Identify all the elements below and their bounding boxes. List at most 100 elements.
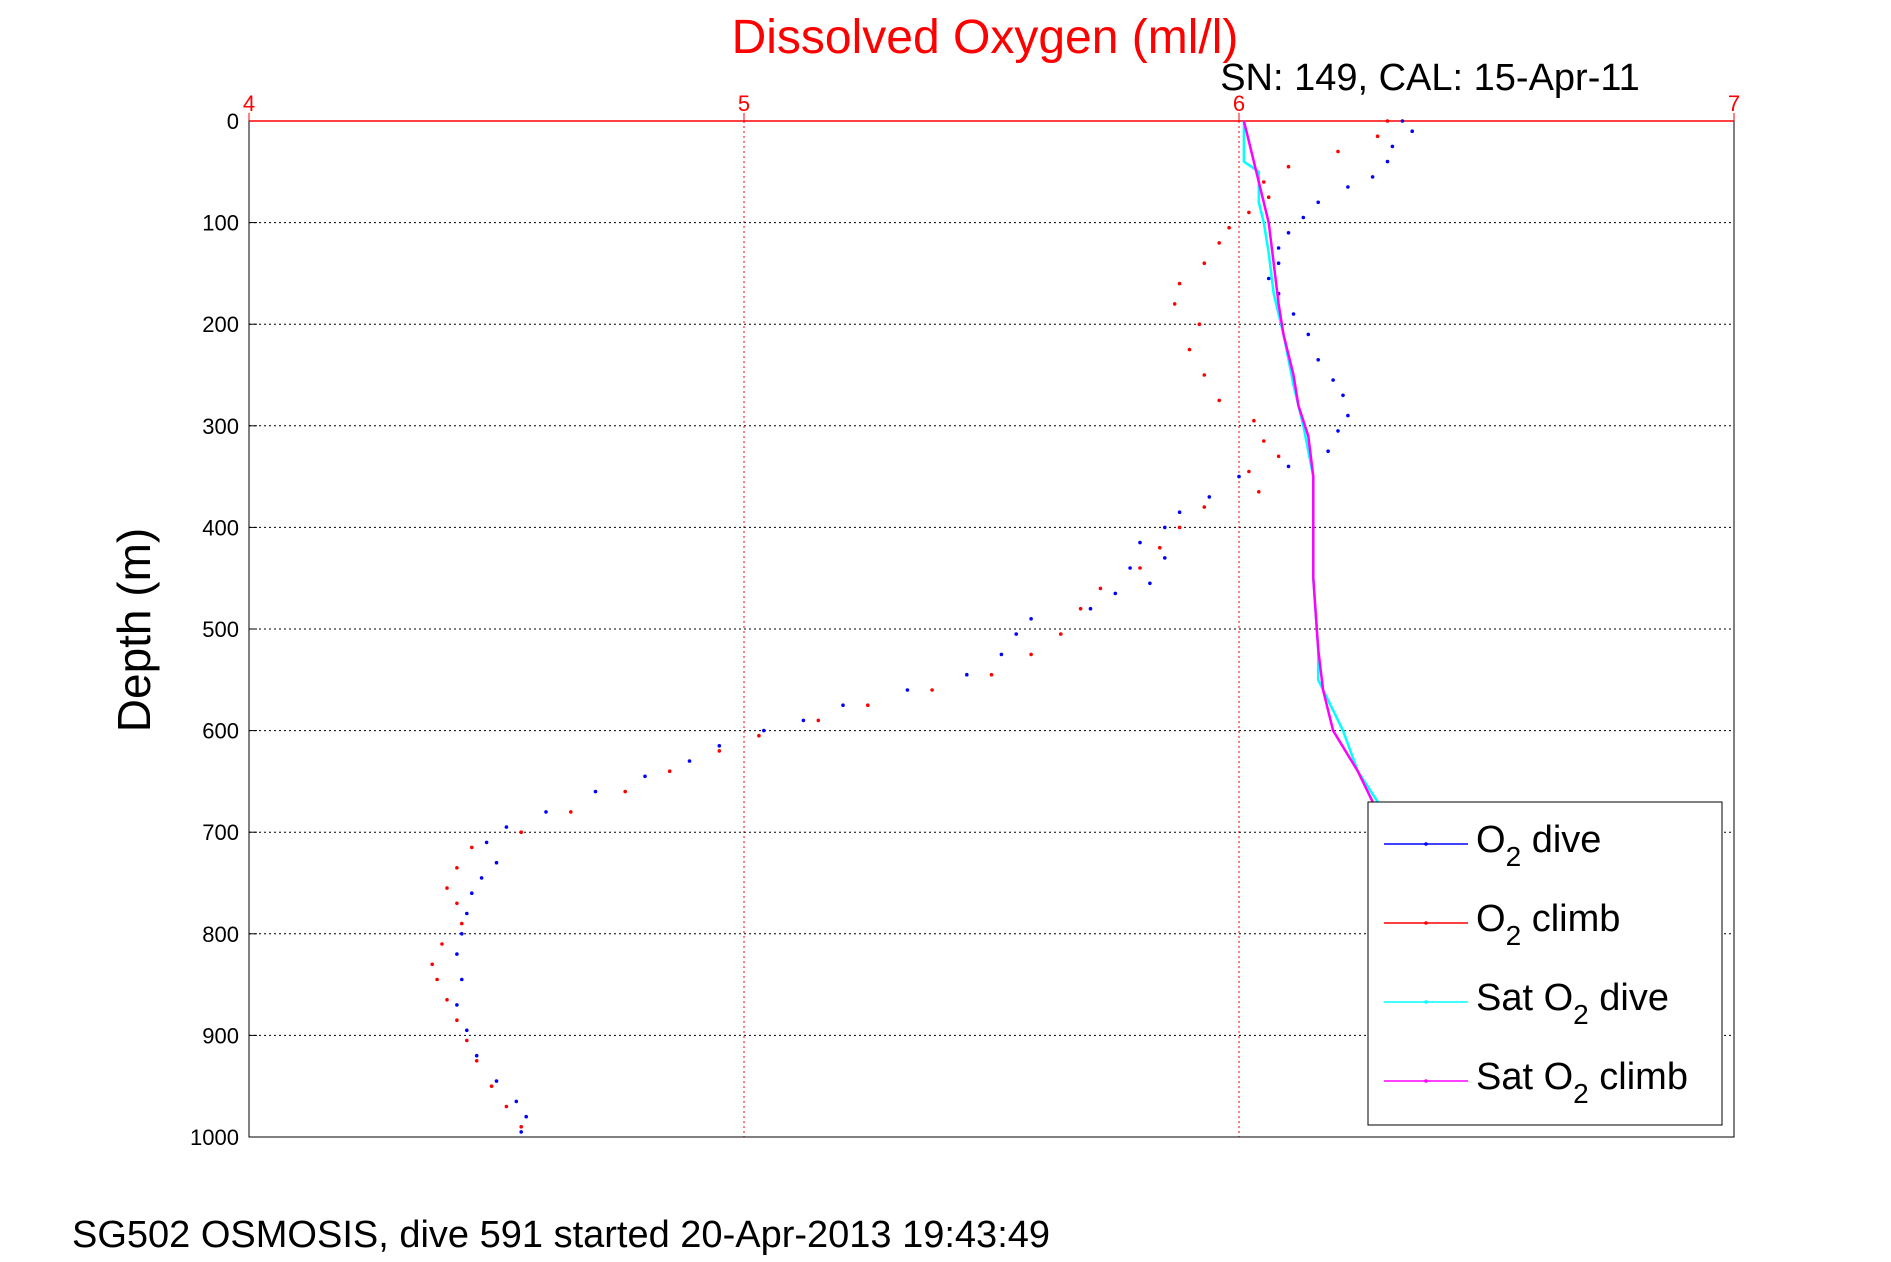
data-point [1163, 556, 1167, 560]
data-point [1346, 185, 1350, 189]
data-point [544, 810, 548, 814]
data-point [1286, 231, 1291, 235]
data-point [474, 1053, 479, 1058]
legend-label: O2 dive [1476, 819, 1601, 872]
y-tick-label: 500 [202, 617, 239, 642]
axis-ticks: 4 5 6 7 0 100 200 300 400 500 600 700 800 900 1000 [190, 91, 1740, 1150]
data-point [430, 962, 435, 967]
data-point [465, 911, 469, 916]
data-point [1266, 276, 1271, 281]
data-point [569, 810, 573, 814]
data-point [757, 733, 761, 738]
legend-marker [1424, 1079, 1428, 1083]
data-point [1217, 398, 1221, 403]
data-point [1336, 149, 1340, 154]
data-point [1410, 129, 1414, 133]
data-point [1217, 241, 1221, 245]
data-point [1266, 195, 1271, 199]
data-point [465, 1028, 469, 1033]
data-point [460, 932, 464, 936]
data-point [524, 1114, 528, 1119]
data-point [1336, 429, 1340, 433]
data-point [1148, 581, 1152, 586]
data-point [1326, 449, 1330, 454]
x-tick-label: 6 [1233, 91, 1245, 116]
footer-caption: SG502 OSMOSIS, dive 591 started 20-Apr-2… [72, 1214, 1050, 1256]
series-3 [1242, 120, 1389, 823]
data-point [1128, 566, 1132, 570]
data-point [1286, 164, 1291, 169]
data-point [999, 652, 1004, 657]
data-point [801, 718, 806, 723]
data-point [1202, 505, 1207, 509]
data-point [1202, 261, 1207, 266]
y-tick-label: 100 [202, 211, 239, 236]
data-point [1316, 200, 1320, 205]
data-point [1078, 606, 1083, 611]
data-point [1262, 439, 1266, 443]
data-point [841, 703, 845, 707]
data-point [1187, 347, 1192, 352]
x-tick-label: 4 [243, 91, 255, 116]
data-point [1029, 617, 1033, 621]
data-point [1286, 464, 1291, 469]
data-point [1138, 540, 1142, 545]
data-point [1257, 490, 1261, 494]
legend-label: Sat O2 dive [1476, 977, 1669, 1030]
data-point [593, 789, 598, 794]
data-point [455, 866, 459, 870]
data-point [455, 901, 459, 906]
data-point [1262, 180, 1266, 184]
data-point [905, 688, 910, 692]
data-point [687, 759, 692, 763]
data-point [1172, 302, 1177, 306]
data-point [440, 942, 444, 946]
data-point [455, 1018, 459, 1022]
series-layer [430, 119, 1414, 1134]
legend-marker [1424, 1000, 1428, 1004]
chart-subtitle: SN: 149, CAL: 15-Apr-11 [1220, 57, 1640, 99]
data-point [1113, 591, 1118, 596]
data-point [816, 718, 821, 723]
data-point [965, 672, 969, 677]
data-point [1291, 312, 1296, 316]
y-axis-label: Depth (m) [108, 528, 160, 732]
data-point [1207, 495, 1212, 499]
data-point [1177, 510, 1182, 514]
series-0 [455, 119, 1414, 1134]
data-point [1247, 210, 1251, 215]
data-point [1098, 586, 1103, 591]
data-point [494, 1079, 499, 1083]
data-point [1370, 175, 1375, 179]
y-tick-label: 200 [202, 312, 239, 337]
data-point [455, 952, 459, 956]
data-point [1301, 215, 1306, 220]
data-point [445, 998, 449, 1002]
data-point [504, 825, 509, 829]
data-point [460, 977, 464, 982]
data-point [1247, 469, 1251, 474]
data-point [1177, 525, 1182, 530]
data-point [1202, 373, 1207, 377]
y-tick-label: 1000 [190, 1125, 239, 1150]
data-point [1227, 225, 1231, 230]
data-point [623, 789, 627, 794]
data-point [1385, 119, 1390, 123]
data-point [1029, 652, 1033, 657]
series-1 [430, 119, 1390, 1129]
data-point [470, 845, 474, 850]
y-tick-label: 900 [202, 1023, 239, 1048]
data-point [1014, 632, 1018, 636]
data-point [1138, 566, 1142, 570]
data-point [1390, 144, 1395, 149]
data-point [1088, 606, 1093, 611]
legend-box [1367, 801, 1723, 1126]
data-point [1341, 393, 1345, 398]
legend-marker [1424, 921, 1428, 925]
x-tick-label: 5 [738, 91, 750, 116]
data-point [1385, 159, 1390, 164]
chart-title: Dissolved Oxygen (ml/l) [732, 11, 1239, 64]
data-point [519, 1130, 523, 1134]
data-point [484, 840, 489, 845]
data-point [504, 1104, 509, 1109]
